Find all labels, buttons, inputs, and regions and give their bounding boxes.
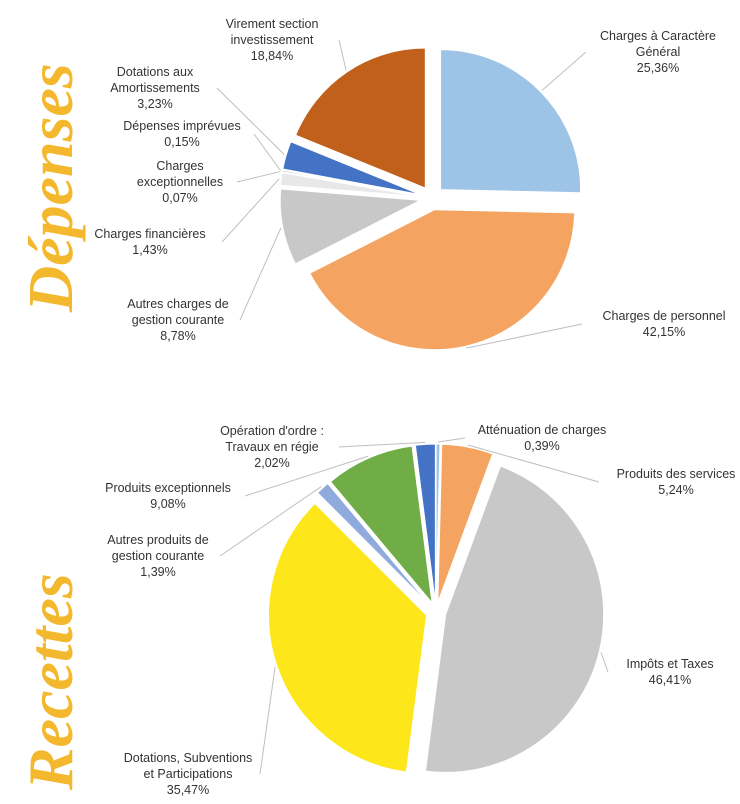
value-label: 0,39% — [524, 439, 560, 453]
leader-line — [244, 455, 369, 497]
leader-line — [338, 39, 347, 71]
pie-slice — [329, 445, 433, 605]
value-label: 0,15% — [164, 135, 200, 149]
pie-slice — [309, 209, 576, 351]
leader-line — [259, 666, 276, 775]
value-label: 1,39% — [140, 565, 176, 579]
slice-label: Atténuation de charges 0,39% — [467, 422, 617, 454]
value-label: 2,02% — [254, 456, 290, 470]
pie-slice — [424, 465, 605, 773]
pie-slice — [440, 49, 582, 194]
category-label: Autres produits de gestion courante — [107, 533, 209, 563]
category-label: Virement section investissement — [225, 17, 319, 47]
value-label: 9,08% — [150, 497, 186, 511]
leader-line — [438, 437, 466, 443]
category-label: Produits des services — [616, 467, 736, 481]
value-label: 8,78% — [160, 329, 196, 343]
slice-label: Autres produits de gestion courante 1,39% — [98, 532, 218, 580]
leader-line — [219, 486, 322, 557]
category-label: Dotations, Subventions et Participations — [123, 751, 253, 781]
category-label: Charges financières — [94, 227, 206, 241]
category-label: Charges de personnel — [602, 309, 726, 323]
category-label: Dépenses imprévues — [123, 119, 241, 133]
pie-slice — [295, 47, 426, 189]
category-label: Opération d'ordre : Travaux en régie — [220, 424, 324, 454]
pie-slice — [435, 443, 441, 603]
slice-label: Dotations aux Amortissements 3,23% — [95, 64, 215, 112]
pie-slice — [268, 502, 428, 773]
leader-line — [600, 652, 609, 673]
slice-label: Produits exceptionnels 9,08% — [93, 480, 243, 512]
leader-line — [541, 51, 587, 91]
value-label: 25,36% — [636, 61, 680, 75]
category-label: Dotations aux Amortissements — [110, 65, 200, 95]
value-label: 46,41% — [648, 673, 692, 687]
leader-line — [221, 178, 280, 243]
chart-title: Recettes — [15, 573, 86, 790]
slice-label: Charges à Caractère Général 25,36% — [588, 28, 728, 76]
slice-label: Impôts et Taxes 46,41% — [610, 656, 730, 688]
slice-label: Virement section investissement 18,84% — [207, 16, 337, 64]
value-label: 5,24% — [658, 483, 694, 497]
leader-line — [338, 441, 426, 448]
leader-line — [466, 323, 583, 349]
pie-slice — [414, 443, 436, 603]
leader-line — [253, 133, 281, 171]
leader-line — [216, 87, 285, 155]
category-label: Atténuation de charges — [477, 423, 607, 437]
pie-slice — [280, 172, 421, 197]
slice-label: Charges de personnel 42,15% — [584, 308, 740, 340]
category-label: Charges exceptionnelles — [136, 159, 224, 189]
slice-label: Produits des services 5,24% — [601, 466, 740, 498]
value-label: 42,15% — [642, 325, 686, 339]
value-label: 3,23% — [137, 97, 173, 111]
pie-slice — [281, 169, 421, 197]
leader-line — [236, 171, 281, 183]
slice-label: Autres charges de gestion courante 8,78% — [118, 296, 238, 344]
category-label: Charges à Caractère Général — [599, 29, 717, 59]
value-label: 18,84% — [250, 49, 294, 63]
leader-line — [467, 444, 600, 483]
slice-label: Charges exceptionnelles 0,07% — [125, 158, 235, 206]
value-label: 0,07% — [162, 191, 198, 205]
pie-slice — [437, 443, 494, 603]
category-label: Impôts et Taxes — [626, 657, 714, 671]
pie-slice — [279, 188, 423, 265]
value-label: 1,43% — [132, 243, 168, 257]
slice-label: Dépenses imprévues 0,15% — [112, 118, 252, 150]
value-label: 35,47% — [166, 783, 210, 797]
leader-line — [239, 227, 282, 321]
slice-label: Opération d'ordre : Travaux en régie 2,02… — [207, 423, 337, 471]
pie-slice — [316, 482, 430, 605]
slice-label: Dotations, Subventions et Participations… — [118, 750, 258, 798]
category-label: Produits exceptionnels — [105, 481, 231, 495]
chart-title: Dépenses — [15, 63, 86, 312]
category-label: Autres charges de gestion courante — [127, 297, 229, 327]
slice-label: Charges financières 1,43% — [80, 226, 220, 258]
pie-slice — [282, 141, 421, 196]
